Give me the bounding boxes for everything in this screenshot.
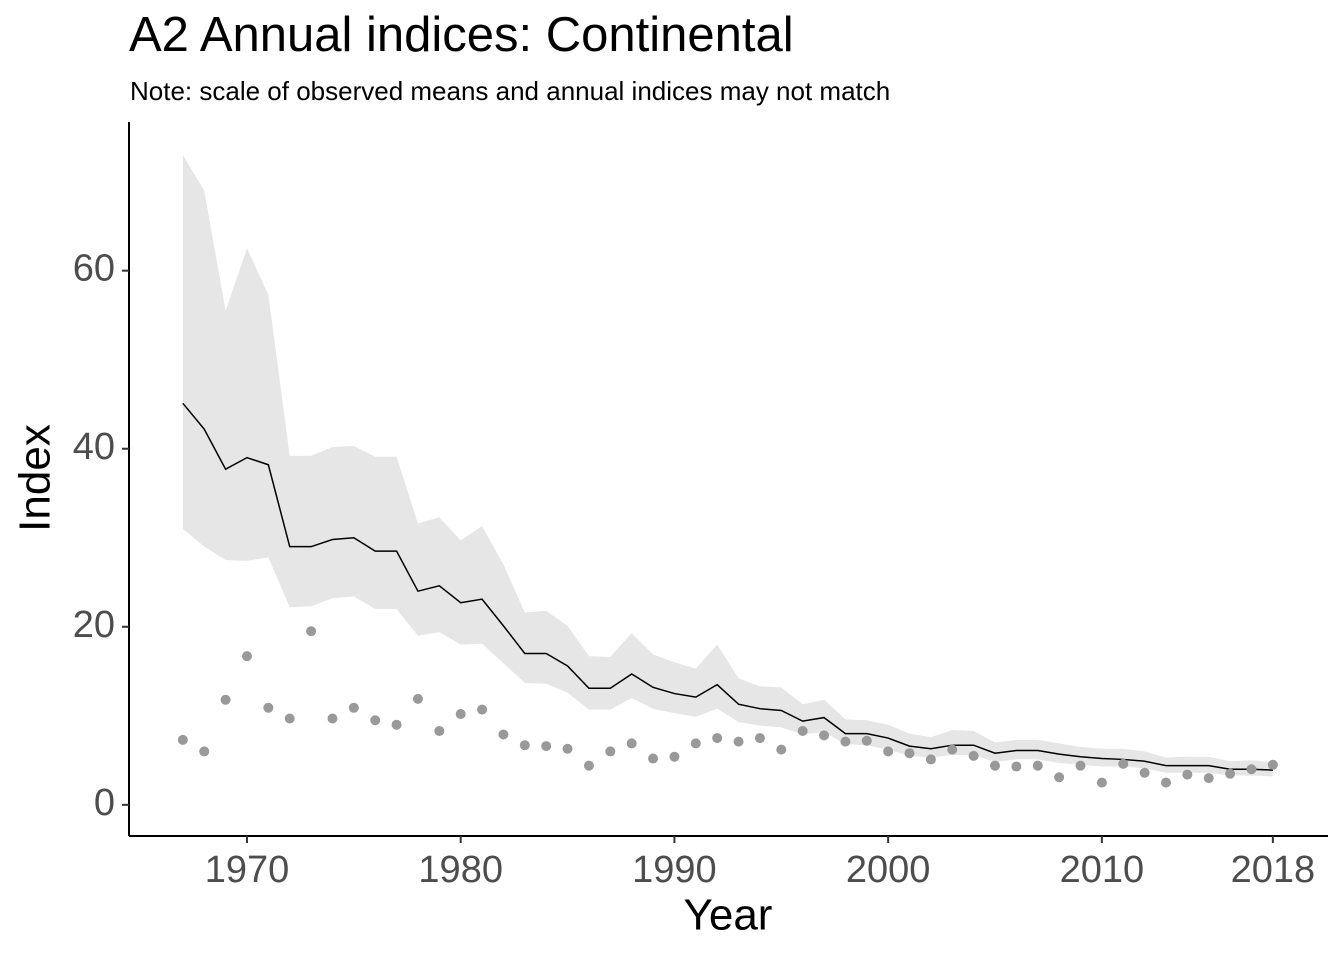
observed-mean <box>690 738 701 749</box>
observed-mean <box>1075 760 1086 771</box>
y-tick-label: 20 <box>73 604 115 646</box>
observed-mean <box>391 719 402 730</box>
y-axis-label: Index <box>11 424 60 532</box>
observed-mean <box>1032 760 1043 771</box>
observed-mean <box>220 694 231 705</box>
observed-mean <box>626 738 637 749</box>
x-tick-label: 2000 <box>846 849 931 891</box>
observed-mean <box>306 626 317 637</box>
observed-mean <box>327 713 338 724</box>
x-axis-label: Year <box>684 891 773 940</box>
observed-mean <box>284 713 295 724</box>
observed-mean <box>669 751 680 762</box>
observed-mean <box>605 746 616 757</box>
observed-mean <box>712 733 723 744</box>
observed-mean <box>498 729 509 740</box>
observed-mean <box>797 725 808 736</box>
observed-mean <box>541 741 552 752</box>
x-tick-label: 2010 <box>1060 849 1145 891</box>
observed-mean <box>648 753 659 764</box>
y-tick-label: 60 <box>73 248 115 290</box>
observed-mean <box>370 715 381 726</box>
observed-mean <box>754 733 765 744</box>
observed-mean <box>434 725 445 736</box>
observed-mean <box>199 746 210 757</box>
x-tick-label: 1990 <box>632 849 717 891</box>
chart-subtitle: Note: scale of observed means and annual… <box>130 76 890 106</box>
observed-mean <box>412 693 423 704</box>
observed-mean <box>947 744 958 755</box>
observed-mean <box>925 754 936 765</box>
observed-mean <box>840 736 851 747</box>
observed-mean <box>455 709 466 720</box>
observed-mean <box>968 750 979 761</box>
confidence-band <box>182 154 1273 777</box>
observed-mean <box>519 740 530 751</box>
observed-mean <box>819 730 830 741</box>
observed-mean <box>1160 777 1171 788</box>
observed-mean <box>733 736 744 747</box>
index-line <box>182 402 1273 771</box>
observed-mean <box>1246 764 1257 775</box>
observed-mean <box>263 702 274 713</box>
x-tick-label: 2018 <box>1231 849 1316 891</box>
observed-mean <box>1267 759 1278 770</box>
observed-mean <box>1139 767 1150 778</box>
observed-mean <box>1054 772 1065 783</box>
observed-mean <box>990 760 1001 771</box>
observed-mean <box>883 746 894 757</box>
observed-mean <box>348 702 359 713</box>
observed-mean <box>1011 761 1022 772</box>
y-tick-label: 40 <box>73 426 115 468</box>
observed-mean <box>776 744 787 755</box>
observed-mean <box>1096 777 1107 788</box>
chart-title: A2 Annual indices: Continental <box>129 8 794 62</box>
x-tick-label: 1980 <box>418 849 503 891</box>
observed-mean <box>861 735 872 746</box>
x-tick-label: 1970 <box>205 849 290 891</box>
observed-mean <box>1118 758 1129 769</box>
observed-mean <box>904 748 915 759</box>
y-tick-label: 0 <box>94 782 115 824</box>
observed-mean <box>562 743 573 754</box>
observed-mean <box>1203 773 1214 784</box>
observed-mean <box>1225 768 1236 779</box>
observed-mean <box>177 734 188 745</box>
observed-mean <box>583 760 594 771</box>
observed-mean <box>241 651 252 662</box>
observed-mean <box>477 704 488 715</box>
observed-mean <box>1182 769 1193 780</box>
